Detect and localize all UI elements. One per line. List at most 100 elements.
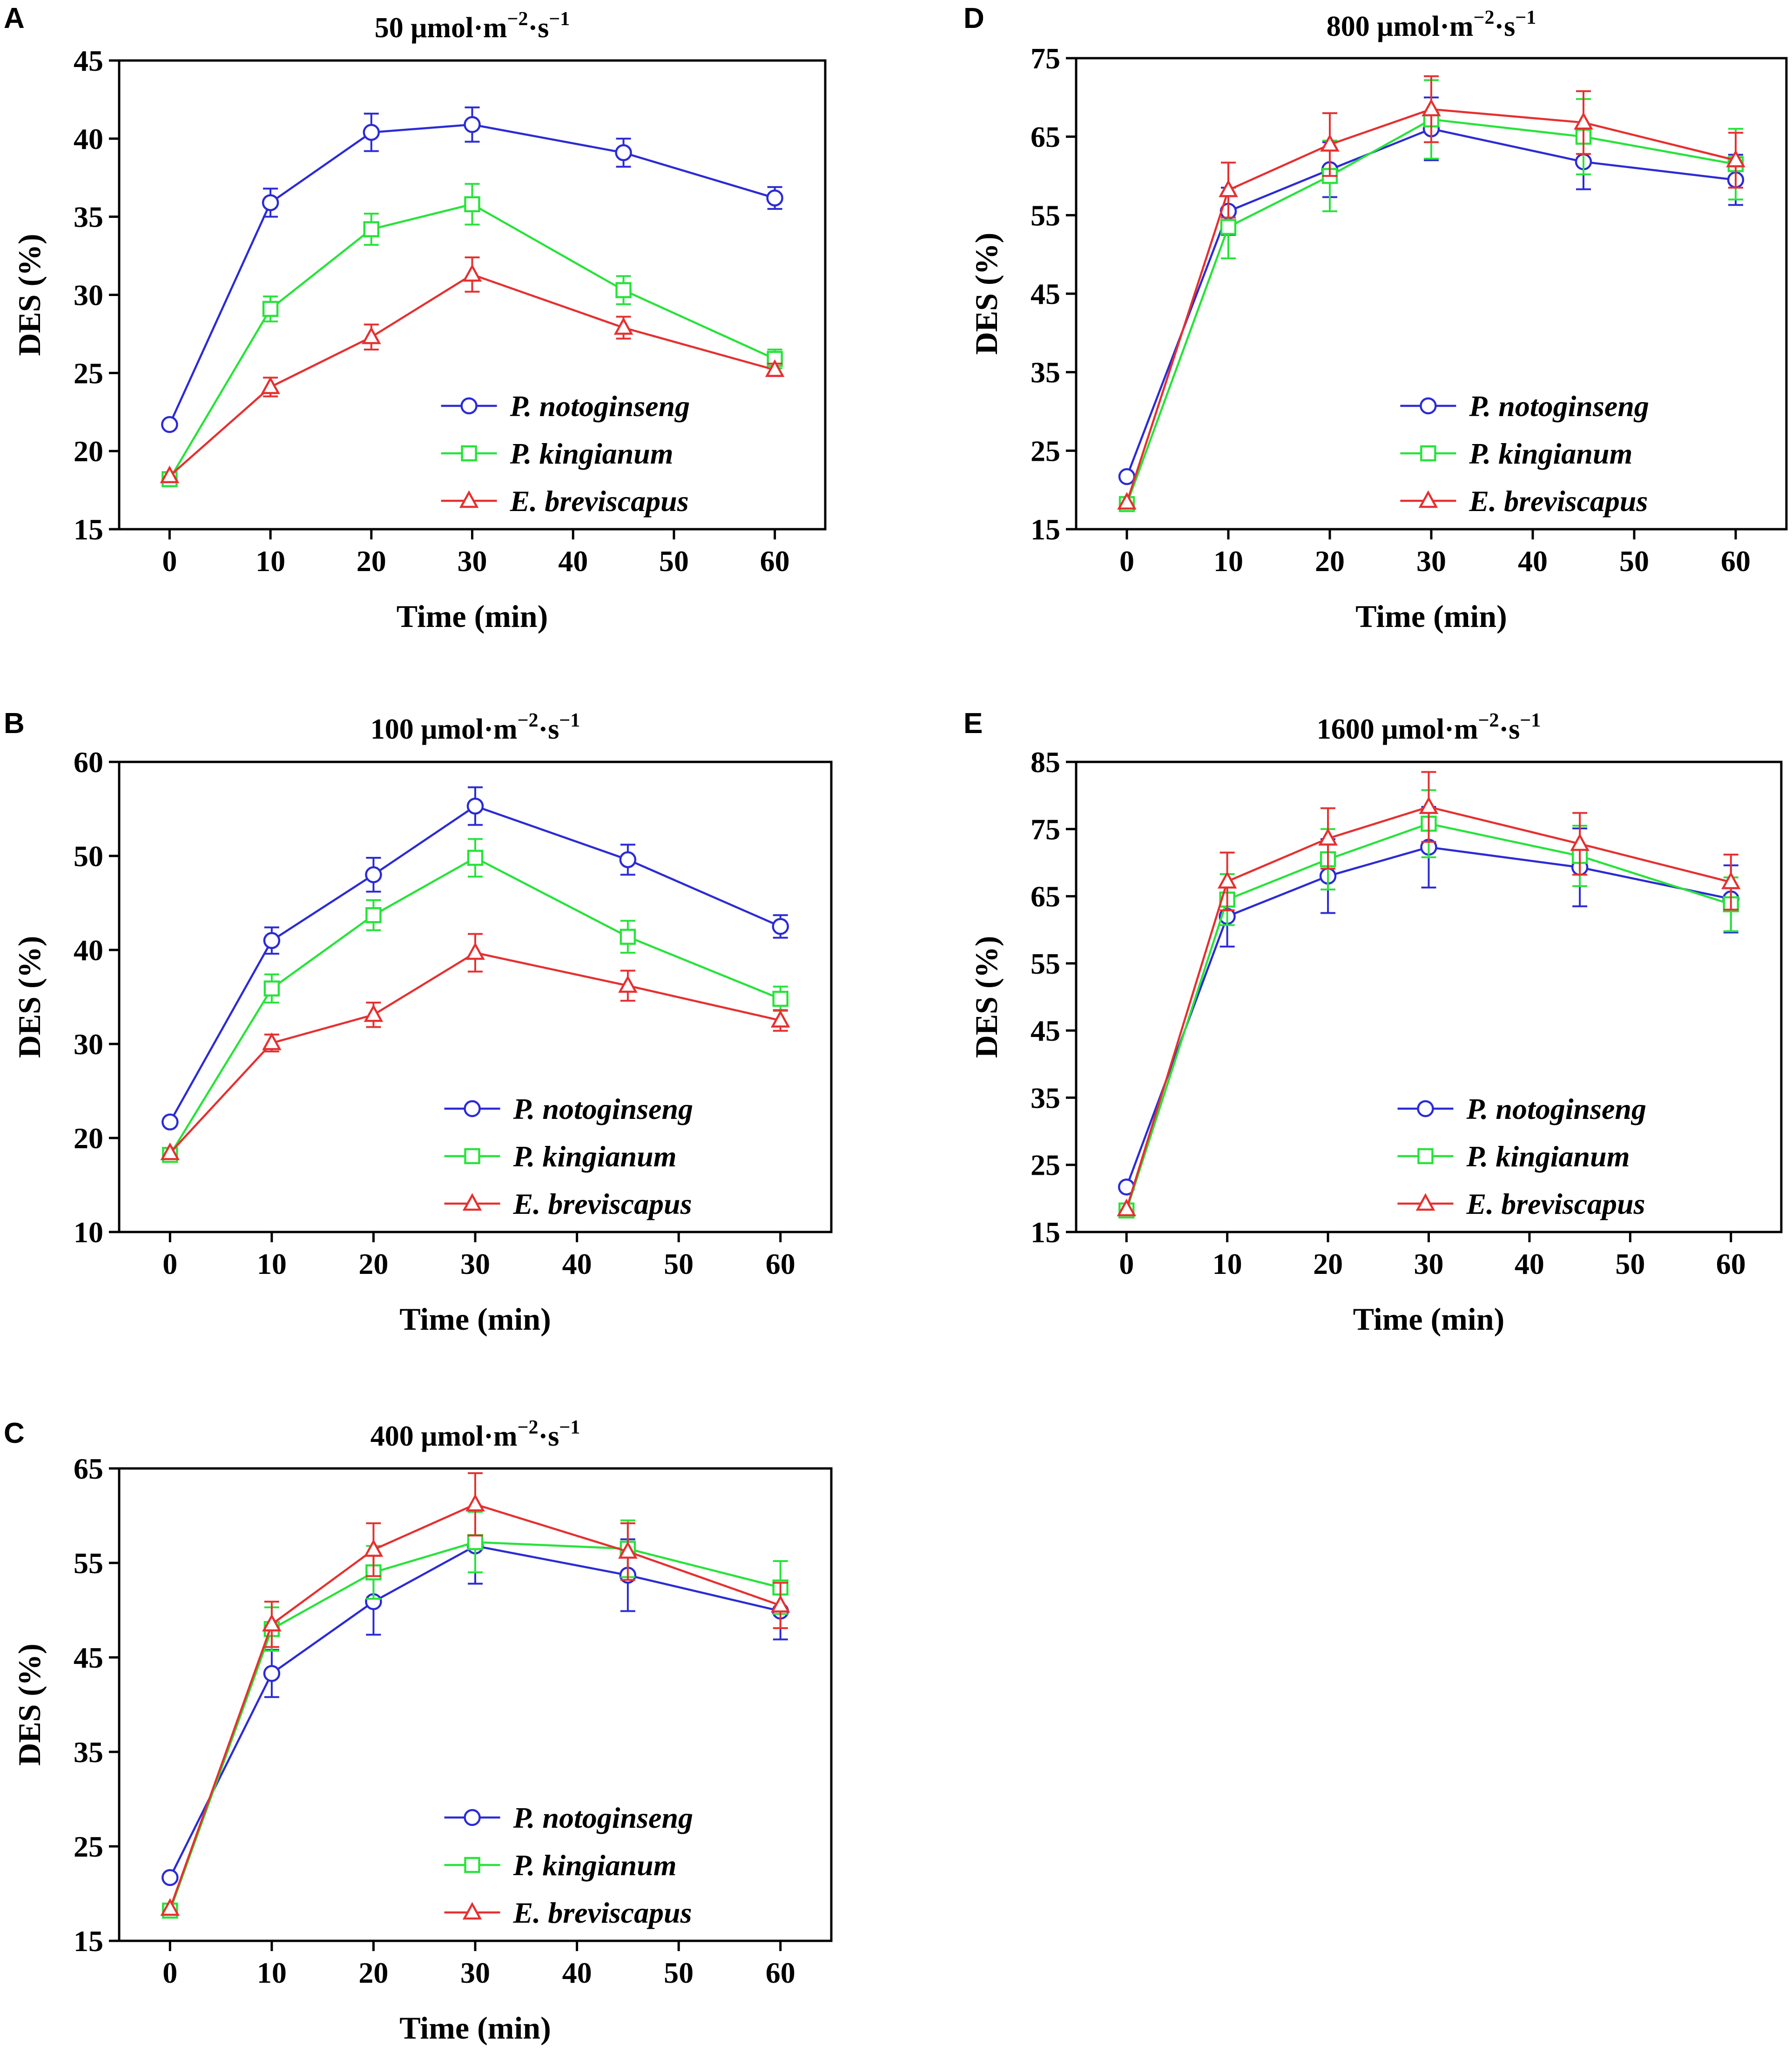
panel-c-x-tick-label: 10 [257,1956,287,1989]
panel-c-line-p-notoginseng [169,1545,781,1878]
panel-a-y-tick-label: 20 [74,435,103,468]
panel-a-legend-marker [460,397,478,415]
panel-e-y-tick-label: 75 [1031,813,1060,846]
panel-e-point-e-breviscapus [1318,828,1338,846]
panel-e-y-tick-label: 85 [1031,746,1060,779]
panel-b-x-tick-label: 30 [460,1247,490,1280]
panel-b-legend-marker [464,1148,480,1165]
panel-b-point-p-notoginseng [466,797,484,815]
panel-a-x-axis-label: Time (min) [397,599,548,634]
panel-a-x-tick-label: 50 [659,545,689,578]
panel-b-legend-label: P. kingianum [513,1140,677,1173]
panel-e-point-e-breviscapus [1419,796,1439,814]
panel-b-y-tick-label: 40 [74,934,103,967]
panel-e-x-tick-label: 0 [1119,1247,1134,1280]
panel-c-x-tick-label: 50 [664,1956,694,1989]
panel-b-y-tick-label: 10 [74,1216,103,1249]
panel-b-point-p-notoginseng [772,918,789,935]
panel-d-line-e-breviscapus [1125,108,1736,503]
panel-b-point-p-notoginseng [263,932,281,949]
panel-c-y-tick-label: 45 [74,1641,103,1674]
panel-d-line-p-notoginseng [1125,128,1736,477]
panel-b-series-e-breviscapus [160,933,790,1160]
panel-a-legend-label: P. kingianum [510,437,674,470]
panel-a-y-tick-label: 35 [74,201,103,234]
panel-a-series-p-kingianum [162,183,783,487]
panel-e-y-tick-label: 35 [1031,1081,1060,1114]
panel-a-series-p-notoginseng [161,106,783,433]
panel-a-point-p-notoginseng [615,144,632,162]
panel-a: A 50 μmol·m−2·s−1 15 20 25 30 35 40 45 0 10 20 30 40 5… [4,2,827,634]
panel-a-point-p-notoginseng [464,116,481,133]
panel-b-point-p-notoginseng [162,1113,179,1131]
panel-d-line-p-kingianum [1125,118,1736,505]
panel-c-point-e-breviscapus [770,1595,790,1613]
panel-a-y-tick-label: 15 [74,513,103,546]
panel-e-y-tick-label: 15 [1031,1216,1060,1249]
panel-c: C 400 μmol·m−2·s−1 15 25 35 45 55 65 0 10 20 30 40 50… [4,1417,833,2046]
panel-a-legend-marker [459,490,479,508]
panel-d-series-e-breviscapus [1117,75,1745,510]
panel-b-x-tick-label: 50 [664,1247,694,1280]
panel-d-legend-marker [1418,490,1438,508]
panel-d-y-tick-label: 25 [1031,434,1060,467]
panel-e-y-tick-label: 45 [1031,1014,1060,1047]
panel-b-point-e-breviscapus [262,1032,282,1050]
panel-a-x-tick-label: 60 [760,545,790,578]
panel-e-letter: E [963,707,983,740]
panel-a-y-tick-label: 30 [74,279,103,312]
panel-c-y-tick-label: 35 [74,1736,103,1769]
panel-c-y-tick-label: 55 [74,1547,103,1580]
panel-d-title: 800 μmol·m−2·s−1 [1327,7,1536,42]
panel-c-x-axis-label: Time (min) [399,2010,551,2046]
panel-a-point-p-notoginseng [161,416,178,433]
panel-d-point-e-breviscapus [1574,112,1593,130]
panel-c-legend-marker [464,1857,480,1873]
panel-a-point-p-kingianum [464,196,480,213]
panel-b-line-e-breviscapus [169,951,781,1154]
panel-b-point-e-breviscapus [770,1010,790,1028]
panel-b-legend-label: E. breviscapus [513,1187,692,1220]
panel-d-legend-marker [1420,445,1436,462]
panel-e-x-axis-label: Time (min) [1353,1301,1505,1337]
panel-b-line-p-kingianum [169,856,781,1156]
panel-d-x-tick-label: 0 [1119,545,1134,578]
panel-a-point-p-notoginseng [363,124,380,141]
panel-d-y-tick-label: 65 [1031,121,1060,154]
panel-b-point-p-kingianum [365,907,382,923]
panel-b-x-axis-label: Time (min) [399,1301,551,1337]
panel-b-y-axis-label: DES (%) [12,936,47,1058]
panel-a-line-p-notoginseng [168,123,775,425]
panel-b-point-p-notoginseng [619,851,637,868]
panel-e-y-tick-label: 65 [1031,880,1060,913]
panel-d-y-axis-label: DES (%) [969,233,1004,355]
panel-d-legend-label: E. breviscapus [1469,485,1648,518]
panel-e-title: 1600 μmol·m−2·s−1 [1317,710,1541,745]
panel-c-point-e-breviscapus [160,1898,180,1916]
panel-a-point-e-breviscapus [765,359,785,377]
panel-b-point-e-breviscapus [364,1004,384,1022]
panel-d-y-tick-label: 75 [1031,42,1060,75]
panel-a-line-p-kingianum [168,203,775,480]
panel-e-point-e-breviscapus [1570,833,1590,851]
panel-b-point-e-breviscapus [618,975,638,993]
panel-c-point-p-notoginseng [263,1665,281,1682]
panel-d-point-e-breviscapus [1117,491,1137,510]
panel-e-legend-marker [1415,1193,1435,1211]
panel-b-x-tick-label: 40 [562,1247,592,1280]
panel-c-point-e-breviscapus [465,1494,485,1512]
panel-e-series-p-notoginseng [1118,806,1740,1196]
panel-e: E 1600 μmol·m−2·s−1 15 25 35 45 55 65 75 85 0 10 20 3… [963,707,1783,1337]
panel-d-point-e-breviscapus [1421,98,1441,116]
panel-b-y-tick-label: 50 [74,840,103,873]
panel-e-line-p-kingianum [1125,822,1731,1211]
panel-a-x-tick-label: 30 [458,545,487,578]
panel-e-point-e-breviscapus [1217,871,1237,889]
panel-e-line-p-notoginseng [1125,846,1731,1188]
panel-c-point-p-kingianum [467,1534,484,1550]
panel-b-x-tick-label: 10 [257,1247,287,1280]
panel-e-legend-label: P. notoginseng [1466,1092,1647,1125]
panel-e-point-e-breviscapus [1721,871,1741,889]
panel-e-x-tick-label: 20 [1313,1247,1343,1280]
panel-d-letter: D [963,2,984,34]
